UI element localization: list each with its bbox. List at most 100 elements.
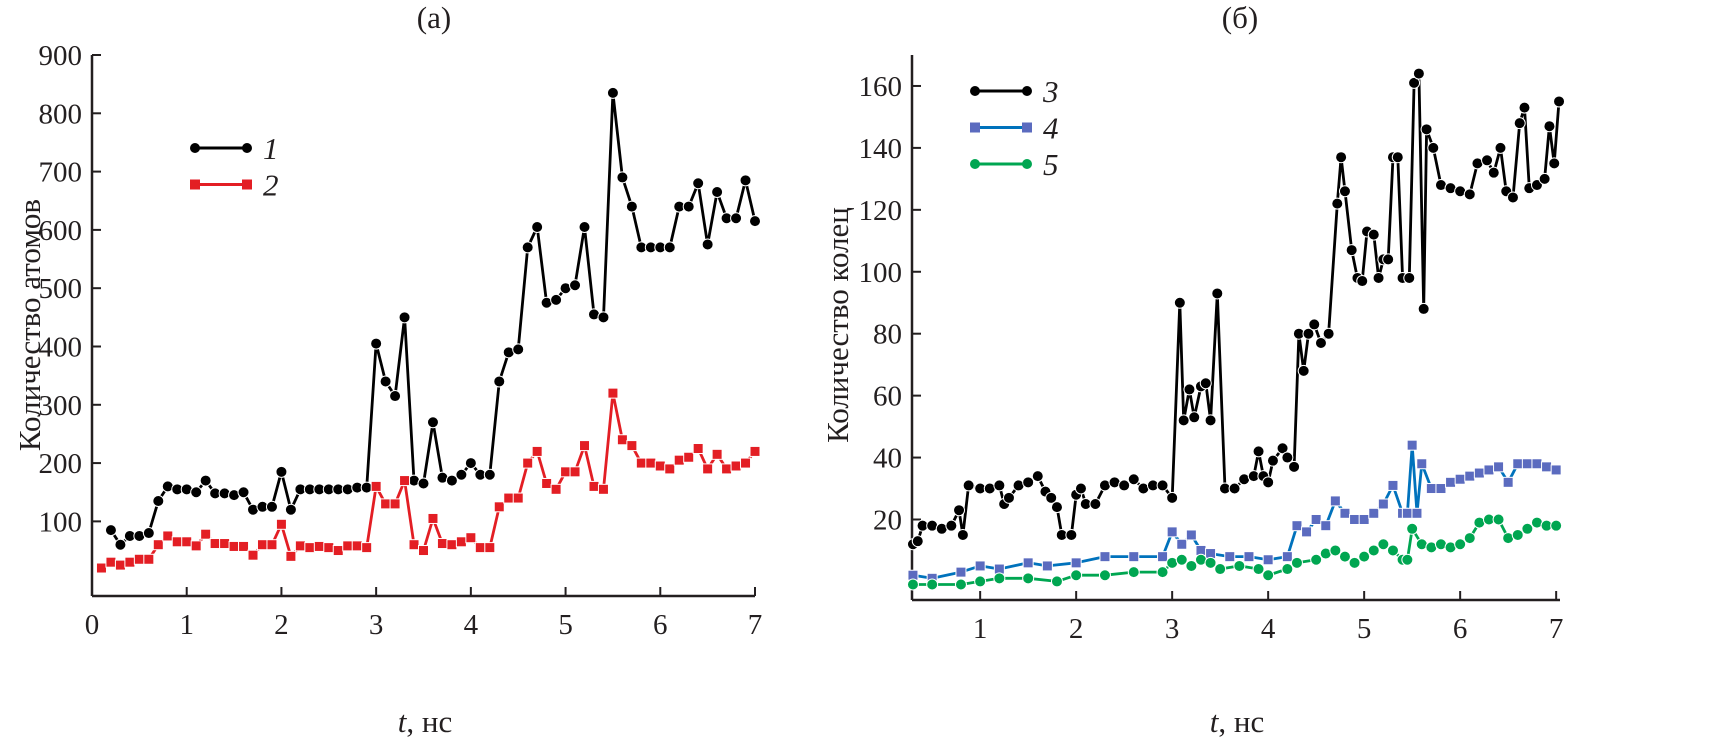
data-point (711, 448, 723, 460)
data-point (739, 174, 752, 187)
data-point (1367, 228, 1380, 241)
data-point (1518, 101, 1531, 114)
data-point (1031, 470, 1044, 483)
data-point (1553, 95, 1566, 108)
data-point (597, 311, 610, 324)
y-tick-label: 900 (39, 40, 83, 72)
y-tick-label: 60 (873, 381, 902, 413)
data-point (1262, 569, 1275, 582)
data-point (1420, 123, 1433, 136)
data-point (417, 477, 430, 490)
x-tick-label: 6 (653, 609, 668, 641)
data-point (1406, 522, 1419, 535)
data-point (692, 177, 705, 190)
data-point (152, 539, 164, 551)
data-point (682, 200, 695, 213)
data-point (455, 536, 467, 548)
data-point (531, 445, 543, 457)
data-point (701, 238, 714, 251)
data-point (673, 454, 685, 466)
series-4 (907, 439, 1562, 584)
data-point (993, 479, 1006, 492)
data-point (993, 572, 1006, 585)
data-point (104, 524, 117, 537)
data-point (749, 445, 761, 457)
data-point (616, 434, 628, 446)
data-point (955, 566, 967, 578)
panel-b-ylabel: Количество колец (820, 207, 855, 443)
data-point (361, 542, 373, 554)
data-point (1356, 275, 1369, 288)
data-point (1199, 377, 1212, 390)
data-point (493, 501, 505, 513)
data-point (550, 483, 562, 495)
xlabel-var: t (1210, 704, 1220, 739)
data-point (1345, 244, 1358, 257)
data-point (1530, 179, 1543, 192)
data-point (370, 480, 382, 492)
data-point (181, 536, 193, 548)
data-point (692, 443, 704, 455)
data-point (275, 518, 287, 530)
data-point (1401, 553, 1414, 566)
data-point (1377, 538, 1390, 551)
data-point (1538, 172, 1551, 185)
data-point (1041, 560, 1053, 572)
data-point (1301, 526, 1313, 538)
data-point (455, 468, 468, 481)
data-point (1233, 559, 1246, 572)
data-point (1118, 479, 1131, 492)
y-tick-label: 400 (39, 331, 83, 363)
data-point (1243, 551, 1255, 563)
data-point (398, 311, 411, 324)
x-tick-label: 4 (464, 609, 479, 641)
x-tick-label: 0 (85, 609, 100, 641)
data-point (721, 463, 733, 475)
legend-marker (970, 86, 980, 96)
data-point (956, 528, 969, 541)
data-point (399, 475, 411, 487)
y-tick-label: 300 (39, 390, 83, 422)
data-point (304, 542, 316, 554)
data-point (190, 486, 203, 499)
legend-item-5: 5 (970, 147, 1059, 182)
data-point (1185, 559, 1198, 572)
data-point (142, 527, 155, 540)
legend-item-4: 4 (970, 111, 1059, 146)
y-tick-label: 120 (859, 195, 903, 227)
data-point (962, 479, 975, 492)
data-point (926, 578, 939, 591)
data-point (426, 416, 439, 429)
data-point (1281, 563, 1294, 576)
data-point (1276, 442, 1289, 455)
data-point (1188, 411, 1201, 424)
data-point (645, 457, 657, 469)
data-point (237, 486, 250, 499)
data-point (1266, 454, 1279, 467)
legend-marker (190, 143, 200, 153)
data-point (1541, 461, 1553, 473)
data-point (1502, 476, 1514, 488)
data-point (1401, 507, 1413, 519)
data-point (1377, 498, 1389, 510)
y-tick-label: 80 (873, 319, 902, 351)
y-tick-label: 100 (39, 506, 83, 538)
legend-marker (242, 143, 252, 153)
data-point (114, 538, 127, 551)
data-point (945, 519, 958, 532)
data-point (1262, 476, 1275, 489)
data-point (1387, 479, 1399, 491)
data-point (408, 539, 420, 551)
data-point (663, 241, 676, 254)
data-point (730, 460, 742, 472)
data-point (1521, 458, 1533, 470)
legend-item-3: 3 (970, 74, 1059, 109)
data-point (1406, 439, 1418, 451)
data-point (1281, 451, 1294, 464)
data-point (483, 468, 496, 481)
data-point (1288, 460, 1301, 473)
panel-a-xlabel: t, нс (398, 704, 452, 739)
data-point (199, 474, 212, 487)
data-point (124, 556, 136, 568)
